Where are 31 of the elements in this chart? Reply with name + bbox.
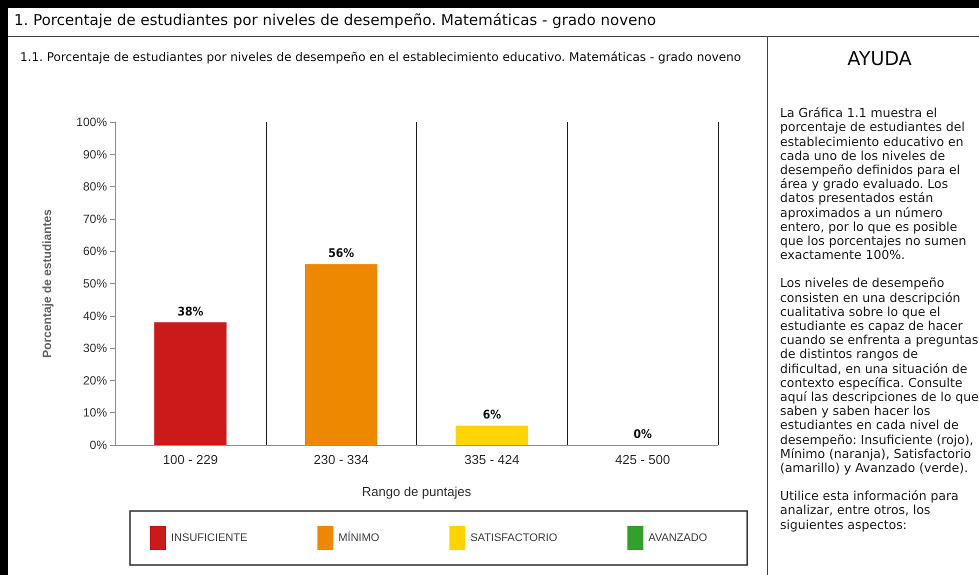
y-tick-label: 70% <box>82 212 108 226</box>
y-axis-title: Porcentaje de estudiantes <box>40 208 54 358</box>
x-tick-label: 335 - 424 <box>464 452 520 467</box>
text: AYUDA <box>846 48 913 70</box>
y-tick-label: 90% <box>82 147 108 162</box>
y-tick-label: 40% <box>82 308 108 323</box>
text: Los niveles de desempeño consisten en una descripción cualitativa sobre lo que el estudiante es capaz de hacer cuando se enfrenta a preguntas de distintos rangos de dificultad, en una situación de contexto específica. Consulte aquí las descripciones de lo que saben y saben hacer los estudiantes en cada nivel de desempeño: Insuficiente (rojo), Mínimo (naranja), Satisfactorio (amarillo) y Avanzado (verde). <box>780 275 979 476</box>
x-tick-label: 425 - 500 <box>615 452 670 467</box>
text: Utilice esta información para analizar, entre otros, los siguientes aspectos: <box>780 488 960 532</box>
x-axis-title: Rango de puntajes <box>362 484 472 499</box>
y-tick-label: 100% <box>76 115 108 129</box>
data-label: 6% <box>482 408 502 422</box>
legend-label: SATISFACTORIO <box>470 532 558 544</box>
x-tick-label: 100 - 229 <box>162 452 218 467</box>
y-tick-label: 30% <box>82 341 108 356</box>
data-label: 38% <box>177 304 204 318</box>
data-label: 56% <box>328 246 354 260</box>
legend-label: MÍNIMO <box>338 531 380 544</box>
y-tick-label: 0% <box>90 438 108 452</box>
legend-label: INSUFICIENTE <box>171 532 248 544</box>
y-tick-label: 60% <box>82 244 108 258</box>
data-label: 0% <box>633 427 652 441</box>
y-tick-label: 20% <box>82 373 108 388</box>
y-tick-label: 80% <box>82 180 108 194</box>
chart-title: 1. Porcentaje de estudiantes por niveles de desempeño. Matemáticas - grado noveno <box>14 11 656 29</box>
y-tick-label: 50% <box>82 276 108 290</box>
x-tick-label: 230 - 334 <box>314 452 369 467</box>
chart-subtitle: 1.1. Porcentaje de estudiantes por niveles de desempeño en el establecimiento educativo. Matemáticas - grado noveno <box>20 50 742 64</box>
legend-label: AVANZADO <box>648 532 708 544</box>
y-tick-label: 10% <box>82 406 108 420</box>
text: La Gráfica 1.1 muestra el porcentaje de estudiantes del establecimiento educativo en cada uno de los niveles de desempeño definidos para el área y grado evaluado. Los datos presentados están aproximados a un número entero, por lo que es posible que los porcentajes no sumen exactamente 100%. <box>780 105 966 262</box>
